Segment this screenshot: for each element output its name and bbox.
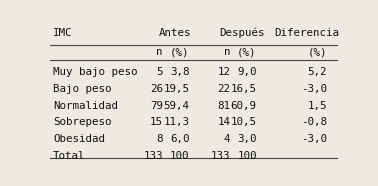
- Text: Normalidad: Normalidad: [53, 100, 118, 110]
- Text: 100: 100: [170, 151, 189, 161]
- Text: Obesidad: Obesidad: [53, 134, 105, 144]
- Text: -3,0: -3,0: [301, 84, 327, 94]
- Text: 22: 22: [217, 84, 230, 94]
- Text: 133: 133: [144, 151, 163, 161]
- Text: 9,0: 9,0: [237, 67, 257, 77]
- Text: n: n: [224, 47, 230, 57]
- Text: 81: 81: [217, 100, 230, 110]
- Text: 1,5: 1,5: [308, 100, 327, 110]
- Text: 60,9: 60,9: [231, 100, 257, 110]
- Text: n: n: [156, 47, 163, 57]
- Text: Total: Total: [53, 151, 85, 161]
- Text: -0,8: -0,8: [301, 117, 327, 127]
- Text: Después: Después: [219, 28, 265, 38]
- Text: 3,0: 3,0: [237, 134, 257, 144]
- Text: (%): (%): [237, 47, 257, 57]
- Text: Antes: Antes: [158, 28, 191, 38]
- Text: 16,5: 16,5: [231, 84, 257, 94]
- Text: 11,3: 11,3: [163, 117, 189, 127]
- Text: 100: 100: [237, 151, 257, 161]
- Text: IMC: IMC: [53, 28, 73, 38]
- Text: 4: 4: [224, 134, 230, 144]
- Text: Diferencia: Diferencia: [274, 28, 339, 38]
- Text: Sobrepeso: Sobrepeso: [53, 117, 112, 127]
- Text: 6,0: 6,0: [170, 134, 189, 144]
- Text: Muy bajo peso: Muy bajo peso: [53, 67, 138, 77]
- Text: -3,0: -3,0: [301, 134, 327, 144]
- Text: 26: 26: [150, 84, 163, 94]
- Text: Bajo peso: Bajo peso: [53, 84, 112, 94]
- Text: (%): (%): [308, 47, 327, 57]
- Text: 59,4: 59,4: [163, 100, 189, 110]
- Text: 3,8: 3,8: [170, 67, 189, 77]
- Text: 79: 79: [150, 100, 163, 110]
- Text: 5: 5: [156, 67, 163, 77]
- Text: 5,2: 5,2: [308, 67, 327, 77]
- Text: 19,5: 19,5: [163, 84, 189, 94]
- Text: 133: 133: [211, 151, 230, 161]
- Text: 10,5: 10,5: [231, 117, 257, 127]
- Text: 12: 12: [217, 67, 230, 77]
- Text: 14: 14: [217, 117, 230, 127]
- Text: 8: 8: [156, 134, 163, 144]
- Text: 15: 15: [150, 117, 163, 127]
- Text: (%): (%): [170, 47, 189, 57]
